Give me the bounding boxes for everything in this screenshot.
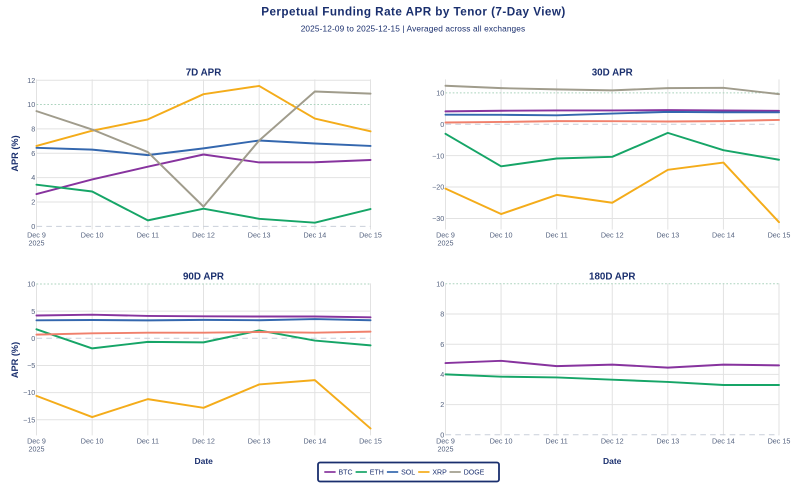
svg-text:6: 6 [31,149,35,158]
svg-text:Dec 10: Dec 10 [81,230,104,239]
svg-text:2025: 2025 [29,444,45,453]
svg-text:90D APR: 90D APR [183,272,224,283]
svg-text:2025: 2025 [438,238,454,247]
svg-text:Dec 9: Dec 9 [27,436,46,445]
svg-text:7D APR: 7D APR [186,68,222,79]
svg-text:Dec 14: Dec 14 [303,230,326,239]
svg-text:−5: −5 [27,361,35,370]
svg-text:Dec 14: Dec 14 [712,436,735,445]
svg-text:Dec 12: Dec 12 [601,436,624,445]
svg-text:Dec 11: Dec 11 [137,230,159,239]
svg-text:Dec 9: Dec 9 [27,230,46,239]
svg-text:Dec 15: Dec 15 [768,230,791,239]
svg-text:Dec 12: Dec 12 [192,436,215,445]
svg-text:8: 8 [31,125,35,134]
svg-text:0: 0 [31,334,35,343]
svg-text:Dec 11: Dec 11 [546,436,568,445]
svg-text:ETH: ETH [370,470,384,477]
svg-text:BTC: BTC [339,470,353,477]
svg-text:Dec 11: Dec 11 [137,436,159,445]
svg-text:−20: −20 [432,183,444,192]
svg-text:Dec 9: Dec 9 [436,436,455,445]
svg-text:Dec 10: Dec 10 [490,230,513,239]
svg-text:5: 5 [31,307,35,316]
svg-text:2025: 2025 [29,238,45,247]
svg-text:−10: −10 [23,388,35,397]
svg-text:10: 10 [27,280,35,289]
svg-text:2: 2 [440,400,444,409]
svg-text:Perpetual Funding Rate APR by: Perpetual Funding Rate APR by Tenor (7-D… [261,5,566,18]
svg-text:0: 0 [440,120,444,129]
svg-text:−10: −10 [432,151,444,160]
svg-text:180D APR: 180D APR [589,272,635,283]
svg-text:Dec 13: Dec 13 [248,230,271,239]
svg-text:6: 6 [440,340,444,349]
svg-text:Dec 10: Dec 10 [81,436,104,445]
svg-text:0: 0 [440,430,444,439]
svg-text:−15: −15 [23,415,35,424]
svg-text:Date: Date [603,456,622,466]
svg-text:XRP: XRP [432,470,447,477]
svg-text:Dec 15: Dec 15 [359,436,382,445]
svg-text:30D APR: 30D APR [592,68,633,79]
svg-text:Dec 13: Dec 13 [656,436,679,445]
svg-text:0: 0 [31,222,35,231]
svg-text:10: 10 [436,88,444,97]
svg-text:12: 12 [27,76,35,85]
svg-text:2: 2 [31,198,35,207]
svg-text:Dec 12: Dec 12 [192,230,215,239]
svg-text:APR (%): APR (%) [10,342,20,378]
svg-text:Dec 14: Dec 14 [712,230,735,239]
svg-text:8: 8 [440,310,444,319]
svg-text:APR (%): APR (%) [10,135,20,171]
svg-text:4: 4 [440,370,444,379]
svg-text:SOL: SOL [401,470,415,477]
svg-text:Dec 12: Dec 12 [601,230,624,239]
svg-text:10: 10 [436,279,444,288]
svg-text:Dec 13: Dec 13 [248,436,271,445]
svg-text:4: 4 [31,173,35,182]
svg-text:−30: −30 [432,214,444,223]
svg-text:2025: 2025 [438,444,454,453]
svg-text:10: 10 [27,100,35,109]
svg-text:Dec 10: Dec 10 [490,436,513,445]
svg-text:2025-12-09 to 2025-12-15 | Ave: 2025-12-09 to 2025-12-15 | Averaged acro… [301,24,526,34]
svg-text:Dec 14: Dec 14 [303,436,326,445]
svg-text:Dec 15: Dec 15 [768,436,791,445]
svg-text:Dec 13: Dec 13 [656,230,679,239]
svg-text:Dec 9: Dec 9 [436,230,455,239]
svg-text:DOGE: DOGE [464,470,485,477]
svg-text:Dec 15: Dec 15 [359,230,382,239]
svg-text:Dec 11: Dec 11 [546,230,568,239]
svg-text:Date: Date [194,456,213,466]
